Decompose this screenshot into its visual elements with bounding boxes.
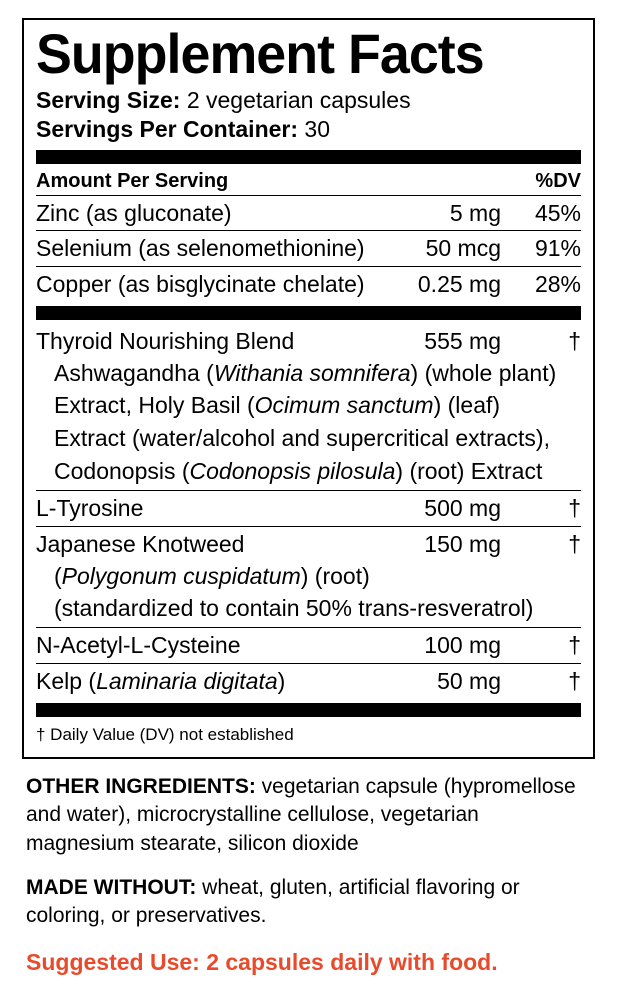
dv-footnote: † Daily Value (DV) not established — [36, 721, 581, 747]
made-without-header: MADE WITHOUT: — [26, 876, 196, 899]
nutrient-dv: † — [511, 631, 581, 660]
nutrient-amount: 150 mg — [401, 530, 511, 559]
nutrient-row: Selenium (as selenomethionine) 50 mcg 91… — [36, 231, 581, 266]
servings-per-line: Servings Per Container: 30 — [36, 115, 581, 144]
panel-title: Supplement Facts — [36, 26, 559, 82]
header-amount: Amount Per Serving — [36, 170, 228, 193]
nutrient-dv: 91% — [511, 234, 581, 263]
nutrient-amount: 50 mg — [401, 667, 511, 696]
divider-bar — [36, 703, 581, 717]
made-without: MADE WITHOUT: wheat, gluten, artificial … — [26, 874, 591, 931]
other-ingredients-header: OTHER INGREDIENTS: — [26, 775, 256, 798]
nutrient-row: Japanese Knotweed 150 mg † — [36, 527, 581, 562]
blend-detail: Extract, Holy Basil (Ocimum sanctum) (le… — [36, 391, 581, 424]
nutrient-name: Kelp (Laminaria digitata) — [36, 667, 401, 696]
serving-size-label: Serving Size: — [36, 87, 180, 113]
nutrient-dv: † — [511, 494, 581, 523]
nutrient-amount: 5 mg — [401, 199, 511, 228]
nutrient-amount: 100 mg — [401, 631, 511, 660]
nutrient-amount: 0.25 mg — [401, 270, 511, 299]
nutrient-name: N-Acetyl-L-Cysteine — [36, 631, 401, 660]
nutrient-row: N-Acetyl-L-Cysteine 100 mg † — [36, 628, 581, 663]
nutrient-name: L-Tyrosine — [36, 494, 401, 523]
servings-per-label: Servings Per Container: — [36, 116, 298, 142]
nutrient-row: Kelp (Laminaria digitata) 50 mg † — [36, 664, 581, 699]
nutrient-detail: (standardized to contain 50% trans-resve… — [36, 594, 581, 627]
blend-detail: Ashwagandha (Withania somnifera) (whole … — [36, 359, 581, 392]
nutrient-dv: † — [511, 667, 581, 696]
nutrient-name: Japanese Knotweed — [36, 530, 401, 559]
blend-amount: 555 mg — [401, 327, 511, 356]
nutrient-row: Zinc (as gluconate) 5 mg 45% — [36, 196, 581, 231]
divider-bar — [36, 306, 581, 320]
table-header: Amount Per Serving %DV — [36, 168, 581, 195]
blend-detail: Codonopsis (Codonopsis pilosula) (root) … — [36, 457, 581, 490]
serving-size-value: 2 vegetarian capsules — [180, 87, 410, 113]
nutrient-amount: 50 mcg — [401, 234, 511, 263]
nutrient-row: Copper (as bisglycinate chelate) 0.25 mg… — [36, 267, 581, 302]
blend-row: Thyroid Nourishing Blend 555 mg † — [36, 324, 581, 359]
divider-bar — [36, 150, 581, 164]
header-dv: %DV — [535, 170, 581, 193]
suggested-use: Suggested Use: 2 capsules daily with foo… — [26, 949, 591, 976]
nutrient-amount: 500 mg — [401, 494, 511, 523]
blend-dv: † — [511, 327, 581, 356]
nutrient-dv: 28% — [511, 270, 581, 299]
nutrient-name: Selenium (as selenomethionine) — [36, 234, 401, 263]
blend-detail: Extract (water/alcohol and supercritical… — [36, 424, 581, 457]
below-panel: OTHER INGREDIENTS: vegetarian capsule (h… — [22, 759, 595, 976]
nutrient-dv: † — [511, 530, 581, 559]
nutrient-detail: (Polygonum cuspidatum) (root) — [36, 562, 581, 595]
supplement-facts-panel: Supplement Facts Serving Size: 2 vegetar… — [22, 18, 595, 759]
blend-name: Thyroid Nourishing Blend — [36, 327, 401, 356]
servings-per-value: 30 — [298, 116, 330, 142]
other-ingredients: OTHER INGREDIENTS: vegetarian capsule (h… — [26, 773, 591, 858]
nutrient-dv: 45% — [511, 199, 581, 228]
nutrient-name: Zinc (as gluconate) — [36, 199, 401, 228]
serving-size-line: Serving Size: 2 vegetarian capsules — [36, 86, 581, 115]
nutrient-row: L-Tyrosine 500 mg † — [36, 491, 581, 526]
nutrient-name: Copper (as bisglycinate chelate) — [36, 270, 401, 299]
